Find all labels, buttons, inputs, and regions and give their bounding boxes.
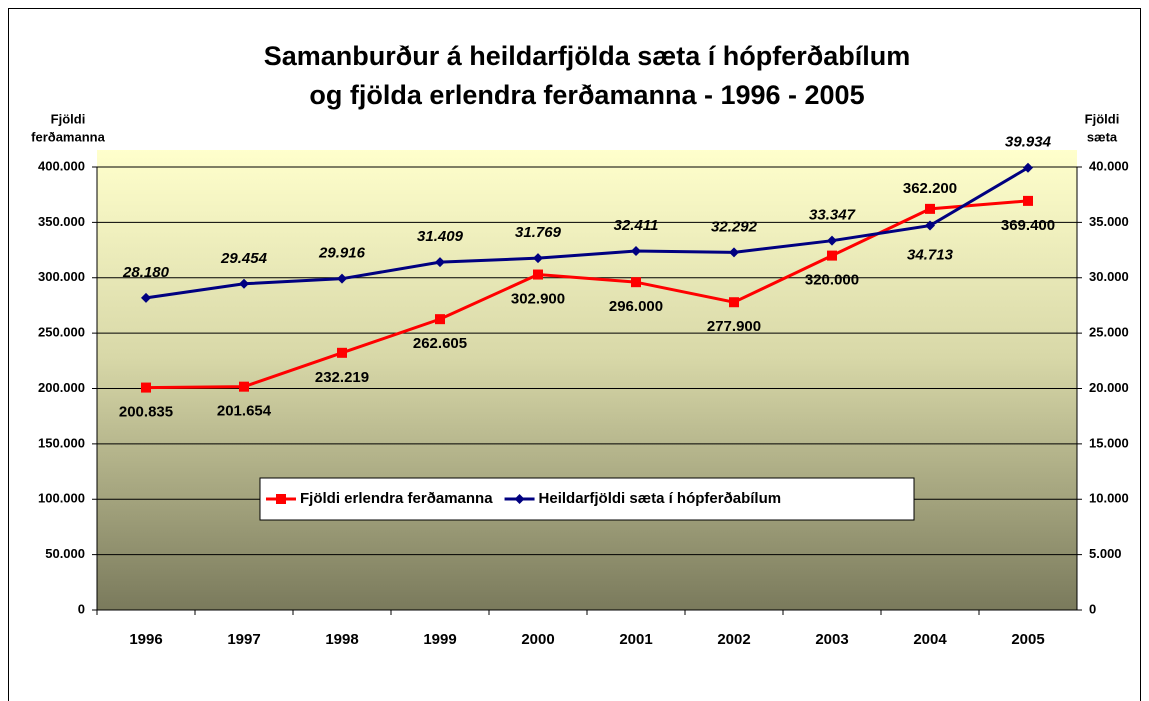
- marker: [827, 235, 837, 246]
- y2-tick-label: 5.000: [1089, 546, 1122, 561]
- plot-area: [97, 150, 1077, 610]
- chart-title: og fjölda erlendra ferðamanna - 1996 - 2…: [309, 80, 864, 110]
- y2-tick-label: 10.000: [1089, 491, 1129, 506]
- y2-tick-label: 0: [1089, 601, 1096, 616]
- marker: [533, 269, 543, 280]
- y-tick-label: 350.000: [38, 214, 85, 229]
- data-label: 232.219: [315, 369, 369, 386]
- data-label: 320.000: [805, 272, 859, 289]
- marker: [435, 257, 445, 268]
- marker: [514, 494, 525, 504]
- marker: [276, 494, 286, 504]
- marker: [631, 277, 641, 288]
- y2-tick-label: 20.000: [1089, 380, 1129, 395]
- marker: [337, 273, 347, 284]
- marker: [337, 347, 347, 358]
- y2-tick-label: 15.000: [1089, 435, 1129, 450]
- marker: [533, 253, 543, 264]
- y-tick-label: 400.000: [38, 158, 85, 173]
- legend-label: Heildarfjöldi sæta í hópferðabílum: [539, 490, 782, 507]
- data-label: 369.400: [1001, 217, 1055, 234]
- data-label: 32.411: [614, 217, 659, 234]
- y2-tick-label: 30.000: [1089, 269, 1129, 284]
- x-tick-label: 2005: [1011, 631, 1044, 648]
- data-label: 29.916: [318, 245, 366, 262]
- y-tick-label: 50.000: [45, 546, 85, 561]
- y-tick-label: 250.000: [38, 325, 85, 340]
- data-label: 262.605: [413, 335, 467, 352]
- marker: [729, 247, 739, 258]
- y-axis-label: ferðamanna: [31, 129, 105, 144]
- data-label: 32.292: [711, 218, 758, 235]
- legend-box: [259, 477, 915, 521]
- y-tick-label: 100.000: [38, 491, 85, 506]
- series-line: [145, 166, 1029, 300]
- marker: [141, 382, 151, 393]
- y-axis-label: Fjöldi: [51, 111, 86, 126]
- y-tick-label: 150.000: [38, 435, 85, 450]
- x-tick-label: 2002: [717, 631, 750, 648]
- x-tick-label: 2001: [619, 631, 652, 648]
- data-label: 296.000: [609, 298, 663, 315]
- x-tick-label: 2003: [815, 631, 848, 648]
- data-label: 201.654: [217, 403, 272, 420]
- data-label: 39.934: [1005, 134, 1052, 151]
- chart-title: Samanburður á heildarfjölda sæta í hópfe…: [264, 41, 911, 71]
- data-label: 34.713: [907, 247, 954, 264]
- marker: [239, 278, 249, 289]
- data-label: 33.347: [809, 207, 856, 224]
- x-tick-label: 2000: [521, 631, 554, 648]
- data-label: 277.900: [707, 318, 761, 335]
- marker: [925, 203, 935, 214]
- data-label: 31.409: [417, 228, 464, 245]
- x-tick-label: 1996: [129, 631, 162, 648]
- legend-label: Fjöldi erlendra ferðamanna: [300, 490, 493, 507]
- data-label: 200.835: [119, 404, 173, 421]
- frame: [8, 8, 1141, 701]
- marker: [827, 250, 837, 261]
- x-tick-label: 1997: [227, 631, 260, 648]
- y2-tick-label: 40.000: [1089, 158, 1129, 173]
- marker: [239, 381, 249, 392]
- marker: [141, 292, 151, 303]
- x-tick-label: 1999: [423, 631, 456, 648]
- y-tick-label: 300.000: [38, 269, 85, 284]
- y-tick-label: 200.000: [38, 380, 85, 395]
- data-label: 362.200: [903, 180, 957, 197]
- x-tick-label: 2004: [913, 631, 947, 648]
- y-tick-label: 0: [78, 601, 85, 616]
- marker: [435, 314, 445, 325]
- data-label: 302.900: [511, 291, 565, 308]
- x-tick-label: 1998: [325, 631, 358, 648]
- marker: [925, 220, 935, 231]
- marker: [1023, 195, 1033, 206]
- marker: [1023, 162, 1033, 173]
- data-label: 31.769: [515, 224, 562, 241]
- y2-axis-label: Fjöldi: [1085, 111, 1120, 126]
- marker: [631, 246, 641, 257]
- y2-tick-label: 35.000: [1089, 214, 1129, 229]
- marker: [729, 297, 739, 308]
- y2-tick-label: 25.000: [1089, 325, 1129, 340]
- data-label: 28.180: [122, 264, 170, 281]
- data-label: 29.454: [220, 250, 268, 267]
- y2-axis-label: sæta: [1087, 129, 1118, 144]
